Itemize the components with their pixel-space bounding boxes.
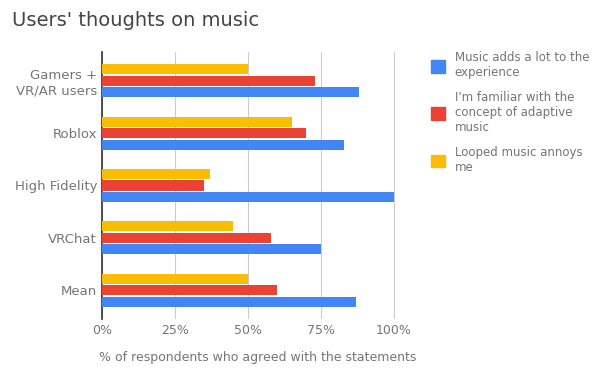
- Bar: [102, 128, 306, 138]
- Text: Users' thoughts on music: Users' thoughts on music: [12, 11, 259, 30]
- Bar: [102, 64, 248, 74]
- Bar: [102, 76, 315, 86]
- Bar: [102, 139, 344, 150]
- Bar: [102, 244, 320, 255]
- Bar: [102, 297, 356, 307]
- Bar: [102, 169, 210, 179]
- Bar: [102, 192, 394, 202]
- Text: % of respondents who agreed with the statements: % of respondents who agreed with the sta…: [100, 351, 416, 364]
- Bar: [102, 274, 248, 284]
- Bar: [102, 285, 277, 295]
- Bar: [102, 116, 292, 127]
- Bar: [102, 233, 271, 243]
- Bar: [102, 87, 359, 97]
- Legend: Music adds a lot to the
experience, I'm familiar with the
concept of adaptive
mu: Music adds a lot to the experience, I'm …: [427, 47, 594, 179]
- Bar: [102, 180, 204, 191]
- Bar: [102, 221, 233, 232]
